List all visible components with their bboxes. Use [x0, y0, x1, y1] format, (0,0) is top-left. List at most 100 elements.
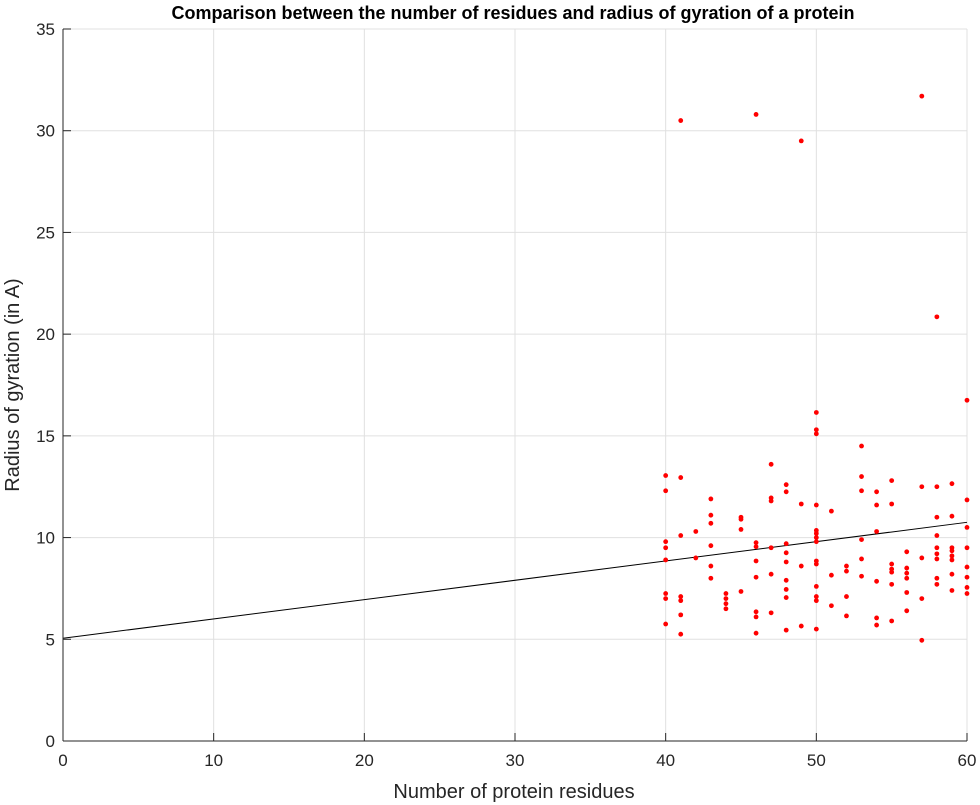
data-point: [829, 508, 834, 514]
data-point: [889, 618, 895, 624]
data-point: [964, 574, 970, 580]
data-point: [889, 501, 895, 507]
data-point: [859, 474, 864, 479]
y-tick-label: 30: [36, 122, 55, 141]
data-point: [904, 608, 910, 614]
data-point: [723, 601, 729, 607]
data-point: [904, 575, 910, 581]
x-tick-label: 10: [204, 751, 223, 770]
data-point: [783, 627, 789, 633]
data-point: [874, 502, 879, 508]
data-point: [723, 596, 729, 601]
data-point: [783, 587, 789, 592]
data-point: [889, 581, 895, 587]
data-point: [949, 557, 955, 563]
axes: [62, 28, 968, 742]
data-point: [964, 564, 970, 570]
data-point: [813, 626, 819, 632]
data-point: [783, 559, 789, 565]
data-point: [783, 577, 789, 583]
data-point: [708, 543, 714, 549]
data-point: [738, 516, 744, 522]
data-point: [934, 533, 940, 538]
data-point: [813, 539, 819, 545]
data-point: [783, 595, 789, 600]
data-point: [663, 473, 669, 478]
data-point: [753, 558, 759, 564]
data-point: [934, 484, 940, 490]
data-point: [949, 571, 955, 577]
data-point: [693, 555, 699, 561]
data-point: [844, 594, 849, 599]
data-point: [753, 609, 759, 615]
data-point: [723, 591, 729, 596]
data-point: [708, 563, 714, 569]
data-point: [663, 621, 669, 627]
y-axis-title: Radius of gyration (in A): [2, 278, 24, 491]
data-point: [889, 569, 895, 575]
data-point: [738, 589, 744, 594]
data-point: [783, 482, 789, 488]
data-point: [663, 545, 669, 551]
data-point: [964, 585, 970, 590]
y-tick-label: 25: [36, 223, 55, 242]
data-point: [813, 410, 819, 415]
data-point: [829, 603, 834, 609]
data-point: [678, 594, 684, 599]
data-point: [904, 570, 910, 576]
y-tick-label: 35: [36, 20, 55, 39]
data-points: [663, 93, 970, 643]
data-point: [874, 578, 879, 584]
data-point: [813, 431, 819, 437]
data-point: [813, 583, 819, 589]
data-point: [798, 138, 804, 144]
data-point: [813, 594, 819, 599]
data-point: [919, 637, 925, 643]
data-point: [859, 443, 864, 449]
data-point: [859, 488, 864, 494]
data-point: [919, 596, 925, 601]
data-point: [904, 549, 910, 555]
data-point: [919, 555, 925, 561]
x-tick-label: 60: [958, 751, 977, 770]
chart-title: Comparison between the number of residue…: [171, 3, 854, 23]
data-point: [753, 540, 759, 546]
data-point: [874, 489, 879, 495]
data-point: [934, 556, 940, 562]
data-point: [753, 112, 759, 117]
data-point: [859, 573, 864, 579]
data-point: [934, 314, 940, 320]
data-point: [889, 478, 895, 484]
data-point: [708, 512, 714, 518]
data-point: [768, 571, 774, 577]
data-point: [934, 581, 940, 587]
data-point: [768, 498, 774, 504]
data-point: [874, 529, 879, 534]
data-point: [738, 527, 744, 532]
data-point: [723, 606, 729, 612]
data-point: [874, 615, 879, 621]
data-point: [844, 563, 849, 569]
x-tick-label: 0: [58, 751, 67, 770]
y-tick-label: 10: [36, 529, 55, 548]
x-tick-label: 30: [506, 751, 525, 770]
data-point: [919, 93, 925, 99]
data-point: [813, 531, 819, 536]
data-point: [663, 596, 669, 601]
grid: [62, 28, 968, 742]
data-point: [934, 551, 940, 557]
data-point: [859, 556, 864, 562]
data-point: [813, 598, 819, 604]
data-point: [813, 502, 819, 508]
data-point: [859, 537, 864, 543]
data-point: [813, 427, 819, 433]
data-point: [678, 475, 684, 480]
y-tick-label: 20: [36, 325, 55, 344]
data-point: [829, 572, 834, 578]
data-point: [904, 590, 910, 595]
data-point: [768, 461, 774, 467]
data-point: [783, 550, 789, 556]
data-point: [949, 481, 955, 487]
data-point: [708, 520, 714, 526]
